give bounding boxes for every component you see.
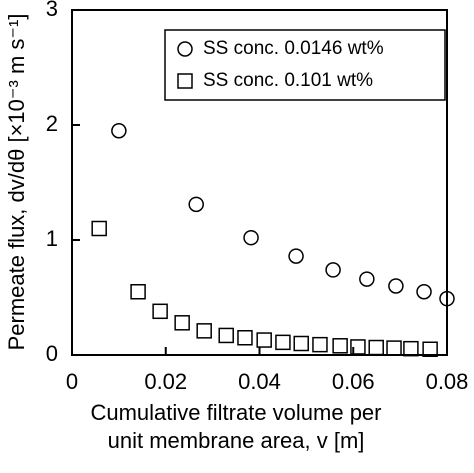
legend-box	[164, 29, 446, 101]
legend-label: SS conc. 0.0146 wt%	[203, 38, 384, 59]
y-axis-label: Permeate flux, dv/dθ [×10⁻³ m s⁻¹]	[4, 14, 29, 351]
y-tick-label: 3	[46, 0, 58, 21]
circle-point	[439, 290, 455, 307]
circle-point	[111, 123, 127, 139]
square-point	[386, 340, 402, 356]
square-point	[218, 327, 234, 344]
square-point	[152, 303, 168, 320]
square-point	[332, 338, 348, 354]
square-point	[91, 220, 107, 237]
x-axis-label: Cumulative filtrate volume per	[90, 400, 381, 425]
legend-marker	[177, 41, 193, 57]
x-tick-label: 0	[66, 369, 78, 394]
square-point	[293, 335, 309, 352]
y-tick-label: 2	[46, 111, 58, 136]
legend-marker	[177, 73, 193, 89]
circle-point	[243, 229, 259, 246]
circle-point	[325, 262, 341, 278]
circle-point	[359, 271, 375, 287]
square-point	[368, 339, 384, 356]
square-point	[237, 330, 253, 346]
square-point	[196, 323, 212, 339]
x-tick-label: 0.04	[238, 369, 281, 394]
x-tick-label: 0.06	[332, 369, 375, 394]
x-axis-label: unit membrane area, v [m]	[108, 428, 365, 453]
square-point	[403, 340, 419, 357]
square-point	[256, 332, 272, 348]
circle-point	[188, 196, 204, 213]
x-tick-label: 0.02	[144, 369, 187, 394]
square-point	[312, 336, 328, 353]
square-point	[174, 315, 190, 331]
y-tick-label: 1	[46, 226, 58, 251]
square-point	[422, 341, 438, 357]
circle-point	[288, 248, 304, 264]
square-point	[350, 339, 366, 355]
circle-point	[416, 284, 432, 300]
legend-label: SS conc. 0.101 wt%	[203, 70, 373, 91]
square-point	[130, 284, 146, 300]
circle-point	[388, 278, 404, 294]
x-tick-label: 0.08	[426, 369, 469, 394]
square-point	[275, 334, 291, 351]
y-tick-label: 0	[46, 341, 58, 366]
